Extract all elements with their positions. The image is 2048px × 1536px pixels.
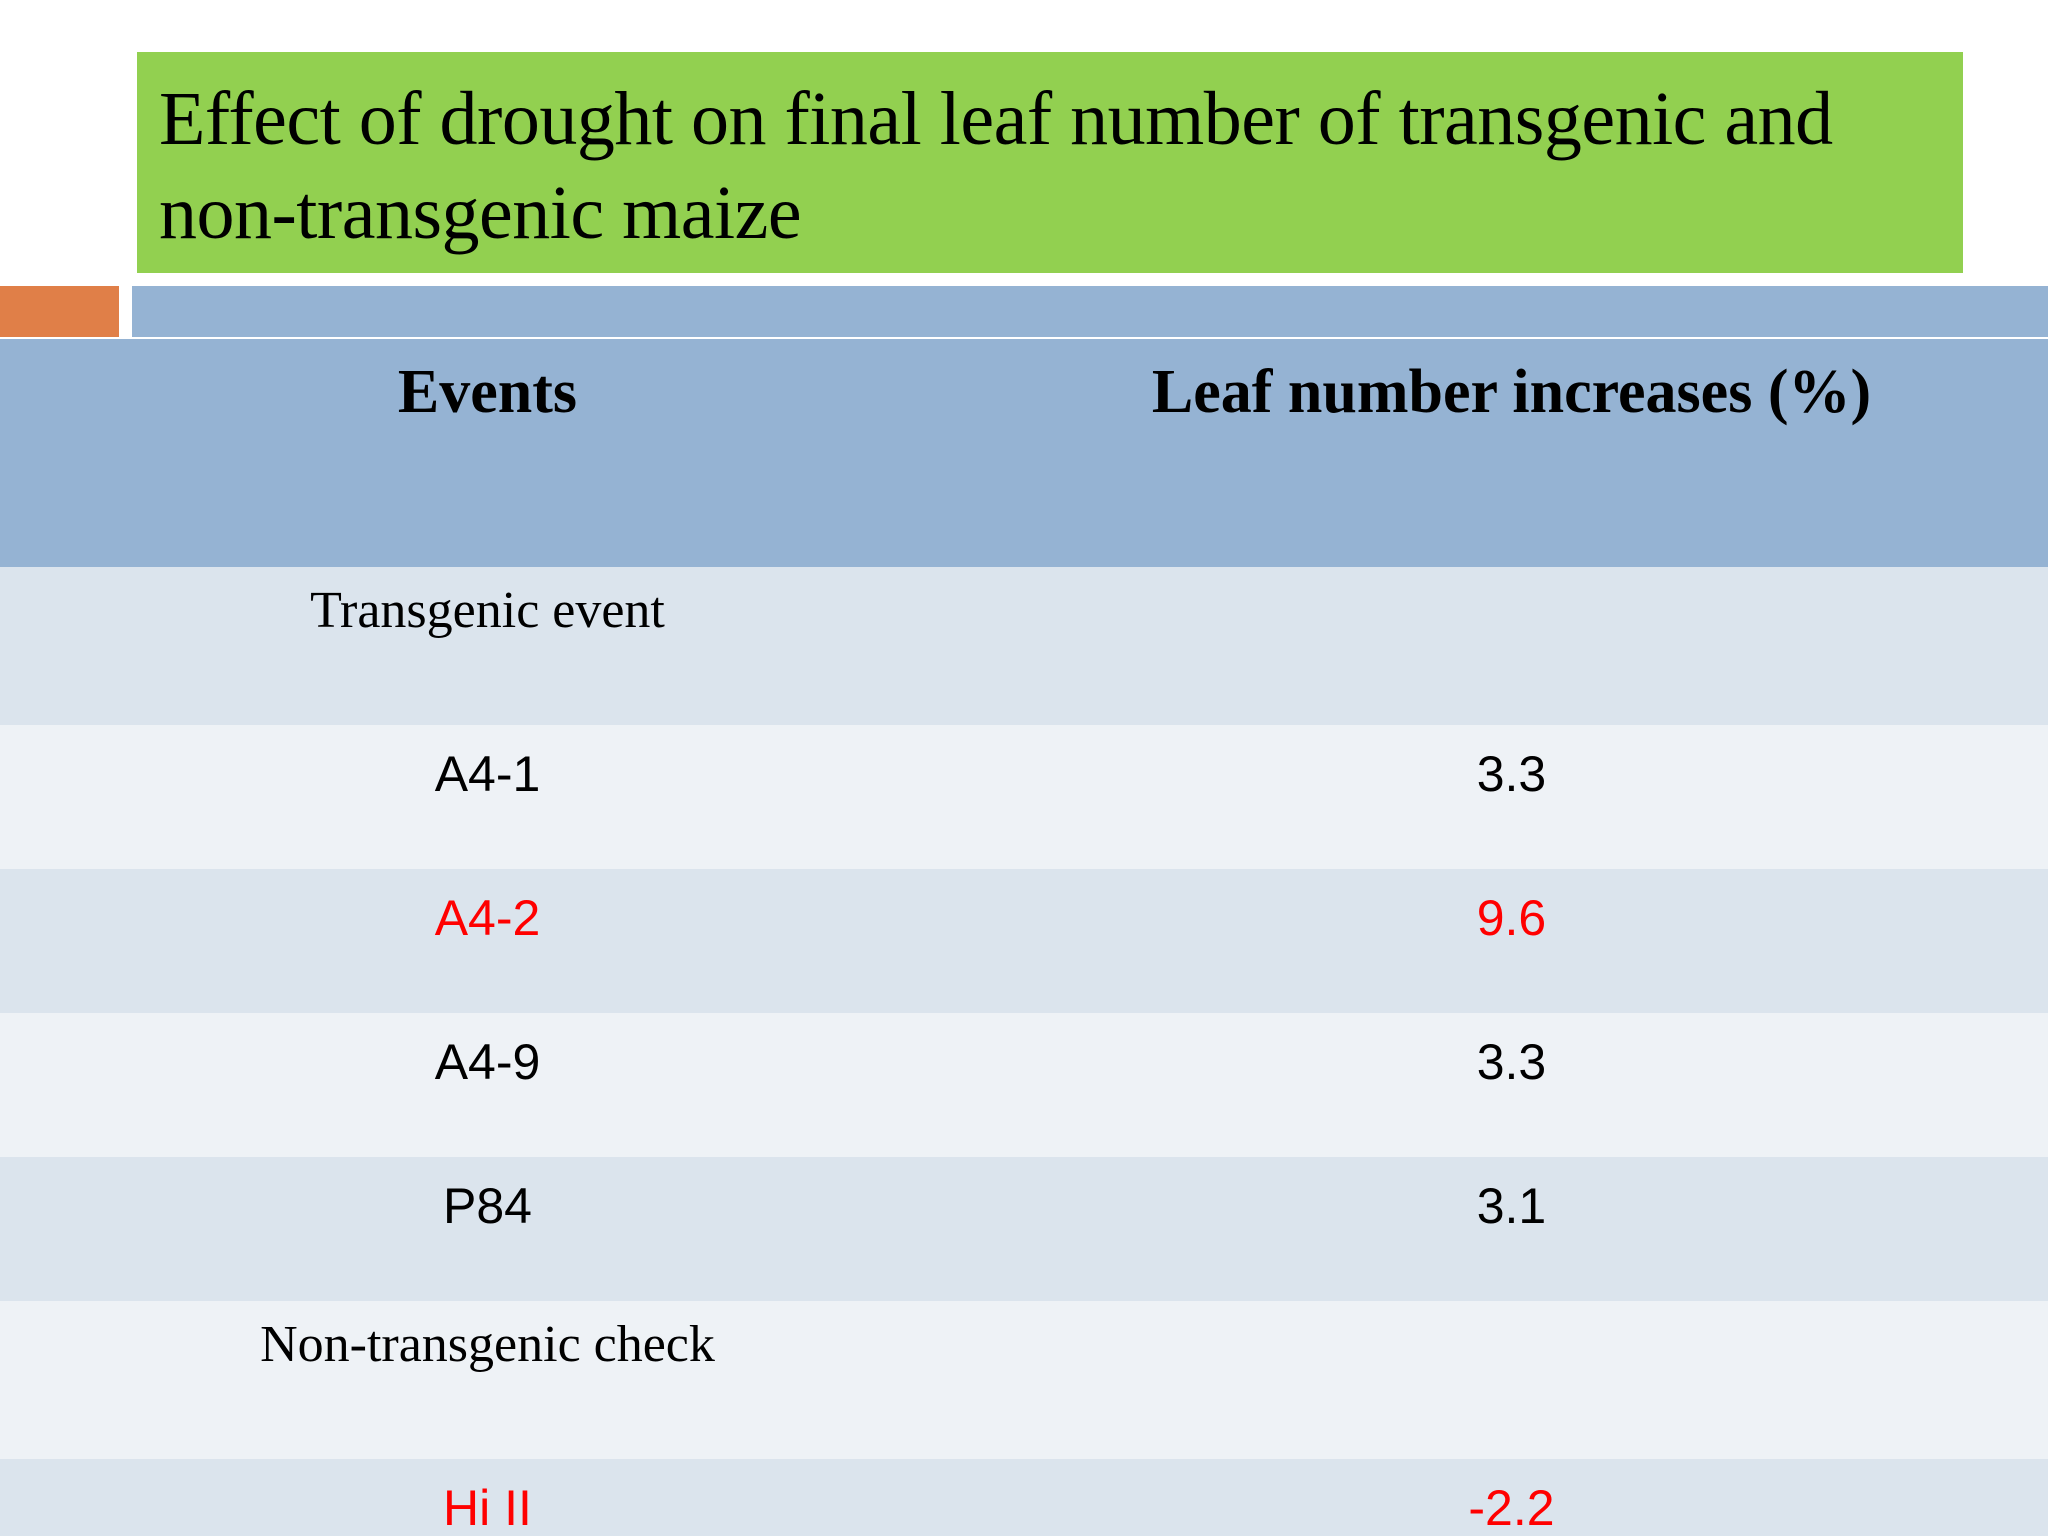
- value-cell: 9.6: [1476, 890, 1547, 946]
- table-row-group-non-transgenic: Non-transgenic check: [0, 1301, 2048, 1459]
- header-events: Events: [397, 358, 578, 426]
- table-row: P84 3.1: [0, 1157, 2048, 1301]
- slide-title: Effect of drought on final leaf number o…: [159, 72, 1941, 260]
- event-cell: A4-1: [434, 746, 541, 802]
- value-cell: [975, 1301, 2048, 1459]
- value-cell: [975, 567, 2048, 725]
- table-row-highlighted: A4-2 9.6: [0, 869, 2048, 1013]
- table-row-highlighted: Hi II -2.2: [0, 1459, 2048, 1536]
- event-cell: A4-2: [434, 890, 541, 946]
- title-box: Effect of drought on final leaf number o…: [137, 52, 1963, 273]
- event-cell: P84: [443, 1178, 532, 1234]
- table-container: Events Leaf number increases (%) Transge…: [0, 339, 2048, 1536]
- event-cell: Non-transgenic check: [260, 1316, 715, 1373]
- value-cell: 3.3: [1476, 1034, 1547, 1090]
- orange-accent-bar: [0, 286, 119, 337]
- value-cell: 3.3: [1476, 746, 1547, 802]
- event-cell: Transgenic event: [310, 582, 665, 639]
- title-line-1: Effect of drought on final leaf number o…: [159, 77, 1833, 161]
- blue-accent-bar: [132, 286, 2048, 337]
- value-cell: 3.1: [1476, 1178, 1547, 1234]
- table-header-row: Events Leaf number increases (%): [0, 339, 2048, 567]
- table-row-group-transgenic: Transgenic event: [0, 567, 2048, 725]
- title-line-2: non-transgenic maize: [159, 171, 802, 255]
- event-cell: Hi II: [443, 1480, 532, 1536]
- data-table: Events Leaf number increases (%) Transge…: [0, 339, 2048, 1536]
- event-cell: A4-9: [434, 1034, 541, 1090]
- table-row: A4-1 3.3: [0, 725, 2048, 869]
- value-cell: -2.2: [1468, 1480, 1555, 1536]
- header-leaf-number-increase: Leaf number increases (%): [1151, 358, 1872, 426]
- table-row: A4-9 3.3: [0, 1013, 2048, 1157]
